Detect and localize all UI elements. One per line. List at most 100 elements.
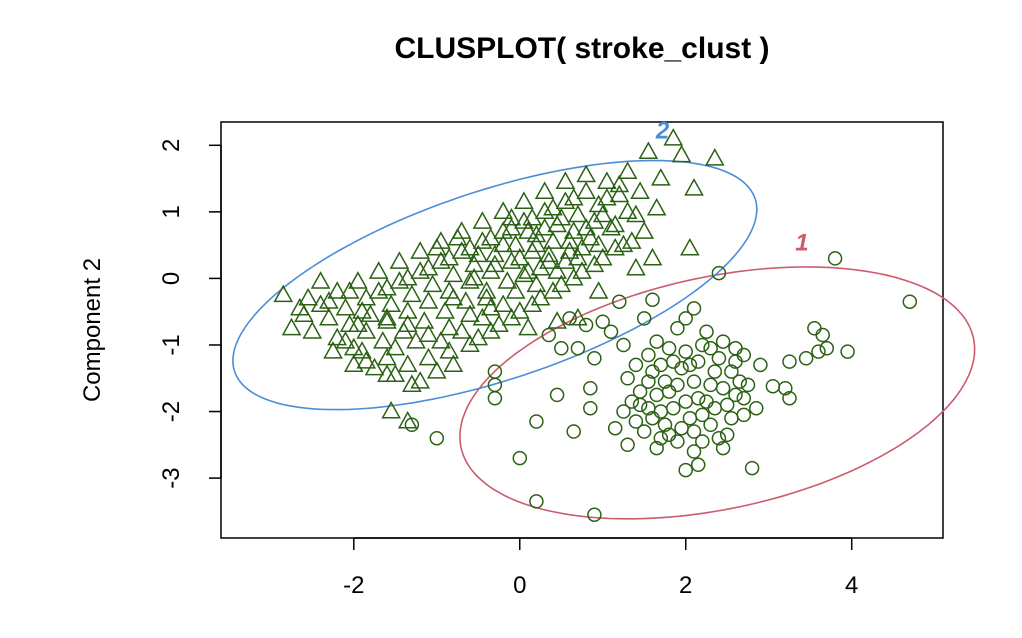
cluster-2-point: [522, 241, 543, 259]
cluster-1-point: [740, 377, 756, 393]
cluster-2-point: [563, 221, 584, 239]
cluster-2-point: [451, 321, 472, 339]
cluster-2-point: [588, 234, 609, 253]
cluster-1-point: [620, 371, 635, 386]
cluster-2-point: [526, 274, 547, 293]
cluster-1-point: [670, 321, 685, 336]
cluster-2-point: [422, 274, 443, 293]
cluster-2-point: [626, 257, 646, 276]
cluster-2-point: [518, 261, 538, 279]
cluster-2-point: [597, 187, 617, 206]
cluster-1-point: [690, 354, 706, 369]
cluster-2-point: [534, 217, 555, 236]
cluster-2-point: [559, 231, 580, 249]
cluster-2-point: [563, 187, 584, 206]
cluster-1-point: [782, 354, 797, 369]
cluster-2-point: [543, 197, 563, 216]
cluster-1-point: [649, 440, 664, 456]
cluster-2-point: [406, 331, 426, 349]
cluster-2-point: [377, 364, 397, 382]
cluster-1-point: [711, 351, 727, 366]
cluster-2-point: [605, 214, 625, 233]
cluster-1-point: [645, 410, 660, 426]
cluster-1-point: [690, 457, 706, 473]
cluster-2-point: [426, 361, 447, 379]
cluster-1-point: [699, 394, 714, 409]
cluster-2-point: [497, 271, 518, 289]
cluster-2-point: [501, 307, 522, 326]
cluster-1-point: [661, 384, 677, 399]
cluster-2-point: [397, 354, 418, 372]
cluster-1-point: [815, 327, 830, 343]
cluster-1-point: [902, 294, 918, 309]
cluster-2-point: [509, 247, 530, 266]
cluster-1-point: [678, 311, 693, 326]
cluster-2-point: [410, 261, 430, 279]
cluster-1-point: [603, 324, 619, 339]
cluster-2-point: [418, 291, 439, 309]
cluster-1-point: [529, 494, 544, 509]
y-tick-label: -1: [158, 334, 185, 355]
cluster-1-point: [641, 374, 656, 389]
cluster-1-point: [715, 334, 731, 349]
cluster-2-point: [468, 244, 489, 263]
cluster-2-point: [526, 234, 547, 253]
cluster-1-point: [711, 265, 727, 281]
cluster-1-point: [595, 314, 610, 329]
cluster-labels: 12: [655, 118, 809, 257]
cluster-1-point: [404, 417, 420, 433]
cluster-2-point: [290, 297, 310, 316]
cluster-2-point: [468, 327, 489, 346]
cluster-2-point: [651, 168, 671, 186]
cluster-1-point: [583, 400, 598, 416]
cluster-2-point: [373, 331, 393, 349]
cluster-2-point: [480, 261, 501, 279]
cluster-2-point: [609, 184, 630, 203]
cluster-1-point: [736, 407, 752, 423]
cluster-1-point: [641, 400, 656, 416]
cluster-2-point: [414, 311, 435, 329]
cluster-1-point: [616, 337, 631, 353]
cluster-2-point: [302, 321, 323, 339]
y-tick-label: 1: [158, 205, 185, 218]
cluster-2-point: [281, 317, 302, 336]
cluster-2-point: [456, 291, 476, 309]
cluster-2-point: [352, 341, 372, 359]
cluster-1-point: [653, 357, 669, 373]
cluster-1-point: [645, 292, 660, 307]
cluster-1-point: [653, 430, 669, 446]
cluster-1-point: [628, 414, 644, 429]
cluster-1-point: [711, 430, 727, 446]
cluster-2-point: [485, 254, 505, 273]
cluster-2-point: [551, 207, 572, 226]
cluster-2-point: [418, 324, 439, 343]
cluster-1-point: [487, 390, 503, 406]
cluster-2-point: [310, 271, 331, 289]
cluster-2-point: [402, 374, 422, 392]
cluster-2-point: [592, 247, 613, 266]
cluster-1-point: [724, 364, 739, 379]
cluster-2-point: [431, 251, 451, 269]
cluster-2-point: [348, 314, 368, 333]
cluster-1-point: [703, 341, 718, 356]
cluster-1-point: [678, 394, 693, 409]
cluster-2-point: [543, 231, 563, 249]
cluster-2-point: [368, 281, 389, 299]
cluster-2-point: [493, 234, 513, 253]
cluster-2-label: 2: [655, 118, 670, 145]
cluster-2-point: [514, 211, 534, 229]
cluster-1-point: [670, 434, 685, 449]
cluster-2-point: [588, 281, 609, 299]
cluster-2-point: [397, 410, 418, 429]
cluster-1-point: [587, 507, 602, 522]
cluster-2-point: [684, 178, 704, 196]
cluster-1-point: [736, 390, 752, 406]
cluster-2-point: [609, 174, 630, 193]
cluster-2-point: [364, 357, 385, 376]
cluster-1-label: 1: [795, 229, 808, 256]
cluster-2-point: [381, 400, 401, 419]
chart-title: CLUSPLOT( stroke_clust ): [394, 32, 769, 65]
cluster-2-point: [460, 271, 480, 289]
cluster-1-point: [512, 450, 528, 466]
cluster-2-point: [671, 144, 692, 163]
